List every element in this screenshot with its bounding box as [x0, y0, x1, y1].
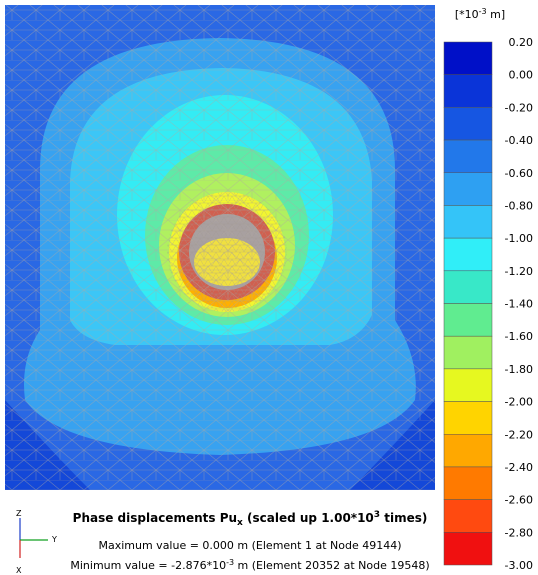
- legend-band: [444, 107, 492, 140]
- legend-band: [444, 304, 492, 337]
- legend-label: -3.00: [505, 559, 533, 572]
- legend-label: -1.20: [505, 265, 533, 278]
- legend: 0.20 0.00 -0.20 -0.40 -0.60 -0.80 -1.00 -1.20 -1…: [444, 36, 533, 572]
- legend-band: [444, 238, 492, 271]
- legend-label: -2.20: [505, 428, 533, 441]
- legend-band: [444, 173, 492, 206]
- min-suffix: m (Element 20352 at Node 19548): [234, 559, 430, 572]
- legend-unit: [*10-3 m]: [455, 7, 505, 21]
- legend-band: [444, 500, 492, 533]
- legend-band: [444, 75, 492, 108]
- contour-plot: [5, 5, 435, 490]
- title-mid: (scaled up 1.00*10: [243, 511, 374, 525]
- max-value: Maximum value = 0.000 m (Element 1 at No…: [98, 539, 401, 552]
- unit-prefix: [*10: [455, 8, 479, 21]
- legend-label: -2.60: [505, 494, 533, 507]
- legend-label: -1.80: [505, 363, 533, 376]
- legend-band: [444, 467, 492, 500]
- axis-triad: Z Y X: [16, 509, 57, 575]
- legend-label: -0.20: [505, 101, 533, 114]
- legend-band: [444, 205, 492, 238]
- legend-band: [444, 271, 492, 304]
- legend-label: -2.40: [505, 461, 533, 474]
- legend-band: [444, 140, 492, 173]
- legend-label: -1.60: [505, 330, 533, 343]
- title-end: times): [380, 511, 427, 525]
- screenshot: Z Y X Phase displacements Pux (scaled up…: [0, 0, 538, 575]
- title-main: Phase displacements Pu: [73, 511, 237, 525]
- unit-exponent: -3: [479, 7, 487, 16]
- legend-label: -2.00: [505, 396, 533, 409]
- legend-band: [444, 402, 492, 435]
- legend-label: -0.80: [505, 199, 533, 212]
- min-value: Minimum value = -2.876*10-3 m (Element 2…: [70, 558, 429, 572]
- legend-band: [444, 434, 492, 467]
- legend-label: -1.40: [505, 298, 533, 311]
- caption-title: Phase displacements Pux (scaled up 1.00*…: [73, 510, 428, 528]
- axis-z-label: Z: [16, 509, 22, 518]
- legend-band: [444, 369, 492, 402]
- legend-label: -0.40: [505, 134, 533, 147]
- legend-band: [444, 336, 492, 369]
- min-prefix: Minimum value = -2.876*10: [70, 559, 226, 572]
- legend-label: 0.20: [509, 36, 534, 49]
- legend-label: -2.80: [505, 526, 533, 539]
- axis-y-label: Y: [51, 535, 57, 544]
- unit-suffix: m]: [487, 8, 506, 21]
- legend-label: 0.00: [509, 69, 534, 82]
- legend-band: [444, 532, 492, 565]
- axis-x-label: X: [16, 566, 22, 575]
- legend-label: -1.00: [505, 232, 533, 245]
- legend-label: -0.60: [505, 167, 533, 180]
- legend-band: [444, 42, 492, 75]
- min-sup: -3: [226, 558, 234, 567]
